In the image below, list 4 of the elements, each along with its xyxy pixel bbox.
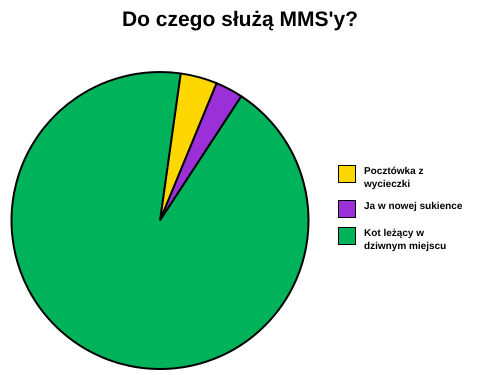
legend-label: Ja w nowej sukience	[364, 200, 464, 213]
legend-label: Kot leżący w dziwnym miejscu	[364, 227, 448, 253]
chart-title: Do czego służą MMS'y?	[120, 8, 360, 32]
legend-label: Pocztówka z wycieczki	[364, 165, 424, 191]
